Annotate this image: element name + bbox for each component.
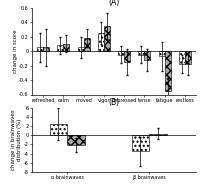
- Bar: [165, 51, 171, 91]
- Text: *: *: [166, 77, 169, 82]
- Bar: [50, 124, 67, 135]
- Bar: [179, 51, 185, 64]
- Title: (B): (B): [108, 98, 120, 107]
- Bar: [138, 51, 144, 55]
- Bar: [124, 51, 130, 62]
- Bar: [67, 135, 85, 145]
- Bar: [104, 26, 110, 51]
- Bar: [144, 51, 150, 60]
- Title: (A): (A): [108, 0, 120, 7]
- Bar: [118, 51, 124, 55]
- Legend: pH-7 Maillard reaction sample, pH-9 Maillard reaction sample: pH-7 Maillard reaction sample, pH-9 Mail…: [33, 116, 181, 124]
- Bar: [185, 51, 191, 64]
- Bar: [159, 51, 165, 56]
- Y-axis label: change in brainwaves
distribution (%): change in brainwaves distribution (%): [11, 110, 22, 170]
- Bar: [98, 33, 104, 51]
- Bar: [37, 47, 43, 51]
- Bar: [84, 38, 90, 51]
- Y-axis label: change in score: change in score: [13, 29, 18, 73]
- Bar: [132, 135, 149, 151]
- Bar: [57, 45, 63, 51]
- Bar: [63, 44, 69, 51]
- Bar: [78, 47, 84, 51]
- Bar: [149, 134, 167, 135]
- Bar: [43, 47, 49, 51]
